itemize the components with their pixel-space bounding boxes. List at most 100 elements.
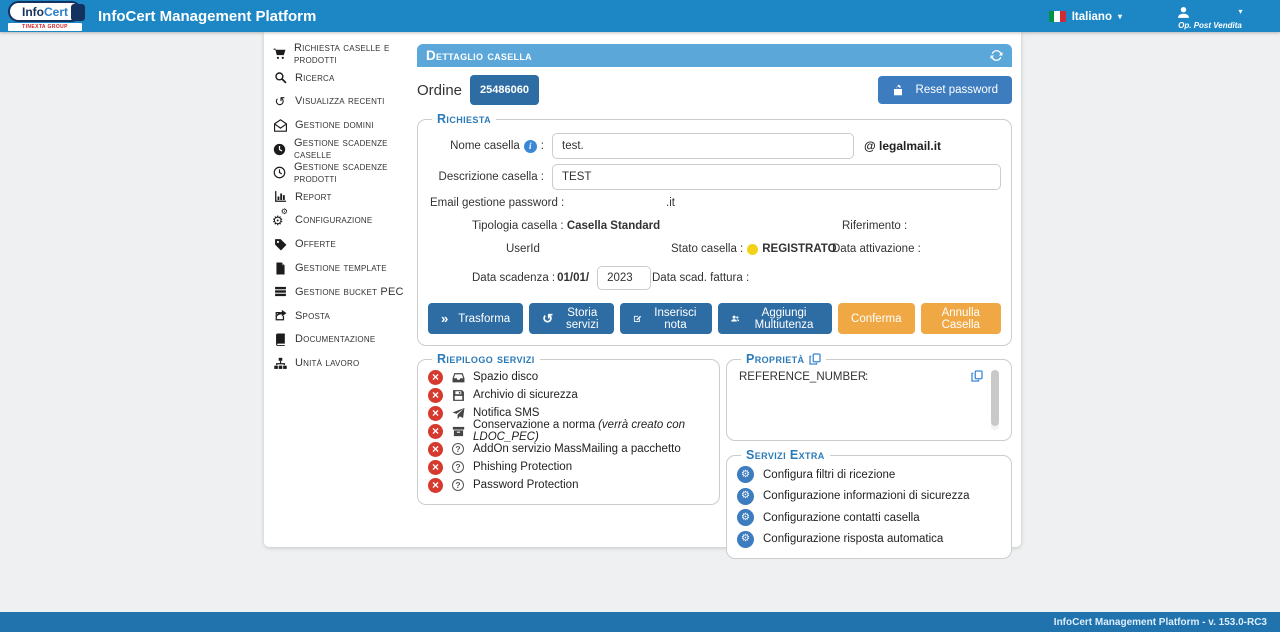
footer-bar: InfoCert Management Platform - v. 153.0-… xyxy=(0,612,1280,632)
descrizione-label: Descrizione casella : xyxy=(438,171,544,183)
double-chevron-icon: » xyxy=(441,311,449,326)
sidebar-item-report[interactable]: Report xyxy=(264,185,417,209)
email-gestione-label: Email gestione password : xyxy=(430,197,565,209)
refresh-icon[interactable] xyxy=(990,49,1003,62)
infocert-logo[interactable]: Info Cert TINEXTA GROUP xyxy=(8,1,85,31)
extra-link-contatti-casella[interactable]: ⚙ Configurazione contatti casella xyxy=(737,507,1001,529)
order-label: Ordine xyxy=(417,81,463,99)
tipologia-row: Tipologia casella : Casella Standard Rif… xyxy=(428,220,1001,236)
descrizione-input[interactable] xyxy=(552,164,1001,190)
language-selector[interactable]: Italiano ▾ xyxy=(1048,10,1122,23)
sidebar-item-configurazione[interactable]: ⚙ ⚙ Configurazione xyxy=(271,206,373,228)
logo-text-cert: Cert xyxy=(43,4,68,19)
scrollbar-thumb[interactable] xyxy=(991,370,999,426)
lock-icon xyxy=(892,84,904,96)
archive-icon xyxy=(451,425,465,438)
userid-stato-row: UserId Stato casella : REGISTRATO Data a… xyxy=(428,243,1001,259)
sidebar-item-scadenze-prodotti[interactable]: Gestione scadenze prodotti xyxy=(264,161,417,185)
nome-casella-label: Nome casella xyxy=(450,140,520,152)
x-circle-icon: × xyxy=(428,405,443,421)
riepilogo-legend: Riepilogo servizi xyxy=(437,352,535,366)
userid-label: UserId xyxy=(506,243,540,255)
order-row: Ordine 25486060 Reset password xyxy=(417,75,1012,105)
question-icon: ? xyxy=(452,461,464,473)
conferma-button[interactable]: Conferma xyxy=(838,303,915,334)
sidebar-item-richiesta-caselle[interactable]: Richiesta caselle e prodotti xyxy=(264,42,417,66)
x-circle-icon: × xyxy=(428,423,443,439)
storia-servizi-button[interactable]: ↺ Storia servizi xyxy=(529,303,615,334)
sidebar-item-scadenze-caselle[interactable]: Gestione scadenze caselle xyxy=(264,137,417,161)
x-circle-icon: × xyxy=(428,477,443,493)
sidebar-item-ricerca[interactable]: Ricerca xyxy=(264,66,417,90)
order-number-button[interactable]: 25486060 xyxy=(470,75,539,105)
descrizione-row: Descrizione casella : xyxy=(428,164,1001,190)
scadenza-year-input[interactable] xyxy=(597,266,652,290)
language-label: Italiano xyxy=(1071,10,1112,23)
service-row-spazio-disco: × Spazio disco xyxy=(428,368,709,386)
servizi-extra-legend: Servizi Extra xyxy=(746,448,825,462)
extra-link-informazioni-sicurezza[interactable]: ⚙ Configurazione informazioni di sicurez… xyxy=(737,486,1001,508)
stato-casella-label: Stato casella : xyxy=(671,243,744,255)
reference-number-label: REFERENCE_NUMBER xyxy=(739,371,867,383)
italian-flag-icon xyxy=(1048,11,1066,22)
service-row-archivio: × Archivio di sicurezza xyxy=(428,386,709,404)
list-icon xyxy=(273,285,287,298)
user-role-label: Op. Post Vendita xyxy=(1178,20,1242,30)
gear-circle-icon: ⚙ xyxy=(737,487,754,505)
gear-circle-icon: ⚙ xyxy=(737,509,754,527)
service-row-notifica-sms: × Notifica SMS xyxy=(428,404,709,422)
history-icon: ↺ xyxy=(542,311,554,326)
annulla-casella-button[interactable]: Annulla Casella xyxy=(920,303,1001,334)
trasforma-button[interactable]: » Trasforma xyxy=(428,303,524,334)
richiesta-legend: Richiesta xyxy=(437,112,491,126)
email-gestione-row: Email gestione password : .it xyxy=(428,197,1001,213)
gear-circle-icon: ⚙ xyxy=(737,466,754,484)
email-gestione-value: .it xyxy=(666,197,675,209)
domain-suffix: @ legalmail.it xyxy=(864,139,942,153)
users-icon xyxy=(731,312,740,325)
copy-icon[interactable] xyxy=(809,353,821,365)
x-circle-icon: × xyxy=(428,459,443,475)
sidebar-item-gestione-bucket-pec[interactable]: Gestione bucket PEC xyxy=(264,280,417,304)
logo-text-info: Info xyxy=(21,4,44,19)
x-circle-icon: × xyxy=(428,441,443,457)
inbox-icon xyxy=(451,371,465,384)
header-right-cluster: Italiano ▾ ▾ Op. Post Vendita xyxy=(1048,3,1280,30)
sidebar-item-unita-lavoro[interactable]: Unità lavoro xyxy=(264,351,417,375)
sidebar-item-gestione-template[interactable]: Gestione template xyxy=(264,256,417,280)
nome-casella-input[interactable] xyxy=(552,133,854,159)
data-scadenza-label: Data scadenza : xyxy=(472,272,556,284)
extra-link-filtri-ricezione[interactable]: ⚙ Configura filtri di ricezione xyxy=(737,464,1001,486)
history-icon: ↺ xyxy=(274,93,286,109)
sidebar-item-sposta[interactable]: Sposta xyxy=(264,304,417,328)
extra-link-risposta-automatica[interactable]: ⚙ Configurazione risposta automatica xyxy=(737,529,1001,551)
reset-password-button[interactable]: Reset password xyxy=(877,76,1012,104)
book-icon xyxy=(273,333,287,346)
inserisci-nota-button[interactable]: Inserisci nota xyxy=(620,303,712,334)
user-menu[interactable]: ▾ Op. Post Vendita xyxy=(1160,6,1260,30)
data-attivazione-label: Data attivazione : xyxy=(832,243,921,255)
aggiungi-multiutenza-button[interactable]: Aggiungi Multiutenza xyxy=(717,303,833,334)
service-row-massmailing: × ? AddOn servizio MassMailing a pacchet… xyxy=(428,440,709,458)
copy-icon[interactable] xyxy=(971,370,983,382)
lower-columns: Riepilogo servizi × Spazio disco × Archi… xyxy=(417,352,1012,559)
sitemap-icon xyxy=(273,357,287,370)
service-row-conservazione: × Conservazione a norma (verrà creato con… xyxy=(428,419,709,443)
file-icon xyxy=(273,262,287,275)
sidebar-item-offerte[interactable]: Offerte xyxy=(264,232,417,256)
main-card: Richiesta caselle e prodotti Ricerca ↺ Vi… xyxy=(264,32,1021,559)
x-circle-icon: × xyxy=(428,369,443,385)
app-title: InfoCert Management Platform xyxy=(98,7,317,25)
riepilogo-servizi-fieldset: Riepilogo servizi × Spazio disco × Archi… xyxy=(417,352,720,505)
sidebar-item-gestione-domini[interactable]: Gestione domini xyxy=(264,113,417,137)
edit-icon xyxy=(633,312,642,325)
service-note: (verrà creato con LDOC_PEC) xyxy=(473,419,686,443)
question-icon: ? xyxy=(452,443,464,455)
richiesta-fieldset: Richiesta Nome casella i : @ legalmail.i… xyxy=(417,112,1012,346)
sidebar-item-documentazione[interactable]: Documentazione xyxy=(264,328,417,352)
sidebar-item-visualizza-recenti[interactable]: ↺ Visualizza recenti xyxy=(274,93,385,109)
bar-chart-icon xyxy=(273,190,287,203)
info-icon[interactable]: i xyxy=(523,139,537,153)
envelope-icon xyxy=(273,119,287,132)
gears-icon: ⚙ ⚙ xyxy=(271,206,289,228)
